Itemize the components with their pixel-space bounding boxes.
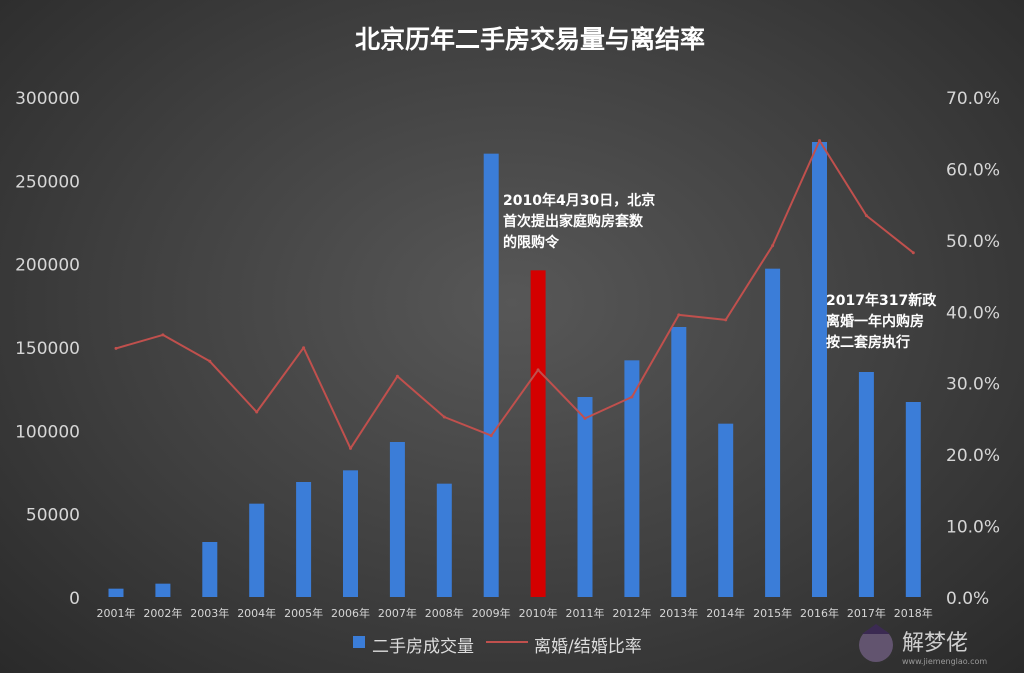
x-axis-tick-label: 2007年 bbox=[378, 606, 417, 620]
ratio-point-2017年 bbox=[864, 214, 868, 218]
x-axis-tick-label: 2017年 bbox=[847, 606, 886, 620]
bar-2018年 bbox=[905, 402, 921, 597]
annotations: 2010年4月30日，北京首次提出家庭购房套数的限购令 2017年317新政离婚一… bbox=[503, 192, 937, 351]
ratio-point-2015年 bbox=[771, 244, 775, 248]
bar-2009年 bbox=[483, 153, 499, 597]
ratio-point-2008年 bbox=[442, 415, 446, 419]
legend-line-label: 离婚/结婚比率 bbox=[534, 637, 642, 657]
annotation: 2017年317新政离婚一年内购房按二套房执行 bbox=[826, 292, 937, 351]
bar-2008年 bbox=[436, 483, 452, 597]
x-axis-tick-label: 2003年 bbox=[190, 606, 229, 620]
watermark: 解梦佬 www.jiemenglao.com bbox=[859, 624, 987, 666]
bar-2007年 bbox=[389, 442, 405, 597]
ratio-point-2005年 bbox=[302, 346, 306, 350]
watermark-text: 解梦佬 bbox=[902, 631, 968, 656]
left-axis-tick-label: 50000 bbox=[26, 506, 80, 526]
chart-title: 北京历年二手房交易量与离结率 bbox=[355, 25, 705, 54]
annotation-line: 2017年317新政 bbox=[826, 292, 937, 309]
annotation: 2010年4月30日，北京首次提出家庭购房套数的限购令 bbox=[503, 192, 655, 251]
x-axis-tick-label: 2001年 bbox=[97, 606, 136, 620]
ratio-point-2007年 bbox=[395, 374, 399, 378]
annotation-line: 按二套房执行 bbox=[826, 334, 910, 351]
legend-bar-label: 二手房成交量 bbox=[372, 637, 474, 657]
bar-2011年 bbox=[577, 397, 593, 597]
x-axis-tick-label: 2008年 bbox=[425, 606, 464, 620]
bar-2001年 bbox=[108, 588, 124, 597]
x-axis-tick-label: 2010年 bbox=[519, 606, 558, 620]
bar-2005年 bbox=[296, 482, 312, 597]
x-axis-ticks: 2001年 2002年 2003年 2004年 2005年 2006年 2007年 2008年… bbox=[97, 606, 933, 620]
x-axis-tick-label: 2012年 bbox=[612, 606, 651, 620]
ratio-point-2006年 bbox=[349, 446, 352, 450]
ratio-point-2004年 bbox=[255, 410, 259, 414]
ratio-point-2002年 bbox=[161, 333, 165, 337]
left-axis-tick-label: 100000 bbox=[15, 422, 80, 442]
x-axis-tick-label: 2011年 bbox=[566, 606, 605, 620]
bar-2002年 bbox=[155, 583, 171, 597]
annotation-line: 的限购令 bbox=[503, 234, 560, 251]
x-axis-tick-label: 2013年 bbox=[659, 606, 698, 620]
bar-2013年 bbox=[671, 327, 687, 597]
left-axis-tick-label: 150000 bbox=[15, 339, 80, 359]
right-axis-tick-label: 60.0% bbox=[946, 160, 1000, 180]
x-axis-tick-label: 2016年 bbox=[800, 606, 839, 620]
right-axis-tick-label: 20.0% bbox=[946, 446, 1000, 466]
right-axis-tick-label: 50.0% bbox=[946, 232, 1000, 252]
x-axis-tick-label: 2014年 bbox=[706, 606, 745, 620]
x-axis-tick-label: 2018年 bbox=[894, 606, 933, 620]
bar-2012年 bbox=[624, 360, 640, 597]
x-axis-tick-label: 2015年 bbox=[753, 606, 792, 620]
right-axis-tick-label: 30.0% bbox=[946, 375, 1000, 395]
x-axis-tick-label: 2002年 bbox=[143, 606, 182, 620]
left-axis-ticks: 0 50000 100000 150000 200000 250000 300000 bbox=[15, 89, 80, 609]
right-axis-tick-label: 70.0% bbox=[946, 89, 1000, 109]
x-axis-tick-label: 2009年 bbox=[472, 606, 511, 620]
ratio-point-2018年 bbox=[911, 251, 915, 255]
annotation-line: 首次提出家庭购房套数 bbox=[503, 213, 644, 230]
ratio-point-2011年 bbox=[583, 416, 587, 420]
bar-2006年 bbox=[343, 470, 358, 597]
watermark-logo-icon bbox=[859, 628, 893, 662]
right-axis-tick-label: 40.0% bbox=[946, 303, 1000, 323]
legend-bar-swatch bbox=[353, 636, 365, 648]
bar-2010年 bbox=[530, 270, 546, 597]
ratio-point-2009年 bbox=[489, 434, 493, 438]
watermark-subtext: www.jiemenglao.com bbox=[902, 657, 987, 666]
line-series bbox=[114, 139, 915, 450]
bar-2014年 bbox=[718, 423, 734, 597]
ratio-point-2010年 bbox=[536, 368, 540, 372]
x-axis-tick-label: 2004年 bbox=[237, 606, 276, 620]
left-axis-tick-label: 250000 bbox=[15, 172, 80, 192]
ratio-point-2014年 bbox=[724, 318, 728, 322]
legend: 二手房成交量 离婚/结婚比率 bbox=[353, 636, 642, 657]
ratio-point-2016年 bbox=[818, 139, 821, 143]
right-axis-tick-label: 0.0% bbox=[946, 589, 989, 609]
ratio-line bbox=[115, 139, 914, 450]
left-axis-tick-label: 300000 bbox=[15, 89, 80, 109]
left-axis-tick-label: 200000 bbox=[15, 256, 80, 276]
ratio-point-2013年 bbox=[677, 313, 681, 317]
x-axis-tick-label: 2006年 bbox=[331, 606, 370, 620]
ratio-point-2001年 bbox=[114, 346, 118, 350]
ratio-point-2012年 bbox=[630, 395, 634, 399]
right-axis-ticks: 0.0% 10.0% 20.0% 30.0% 40.0% 50.0% 60.0% 70.0% bbox=[946, 89, 1000, 609]
bar-2003年 bbox=[202, 542, 218, 597]
watermark-hat-icon bbox=[862, 624, 890, 634]
right-axis-tick-label: 10.0% bbox=[946, 518, 1000, 538]
bar-2004年 bbox=[249, 503, 265, 597]
bar-2016年 bbox=[812, 142, 827, 597]
left-axis-tick-label: 0 bbox=[69, 589, 80, 609]
bar-2015年 bbox=[765, 268, 781, 597]
annotation-line: 离婚一年内购房 bbox=[826, 313, 924, 330]
bar-2017年 bbox=[858, 372, 874, 597]
ratio-point-2003年 bbox=[208, 359, 212, 363]
bar-series bbox=[108, 142, 921, 597]
x-axis-tick-label: 2005年 bbox=[284, 606, 323, 620]
annotation-line: 2010年4月30日，北京 bbox=[503, 192, 655, 209]
